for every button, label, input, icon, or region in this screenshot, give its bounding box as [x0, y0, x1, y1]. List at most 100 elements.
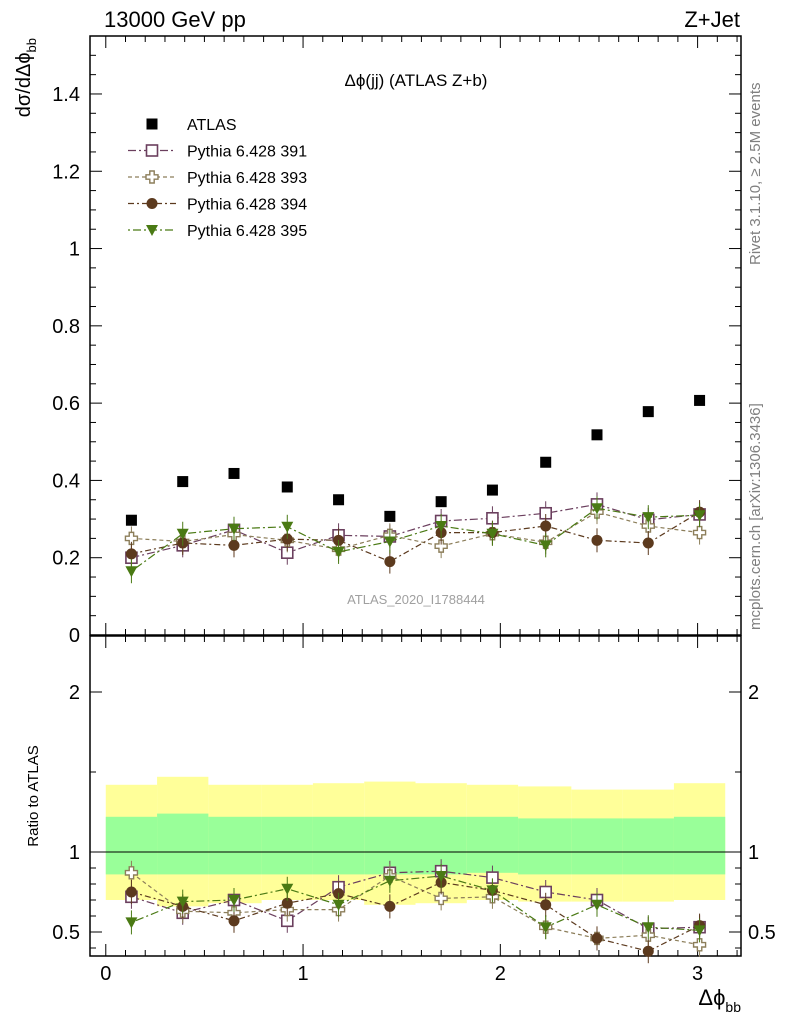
watermark: ATLAS_2020_I1788444: [347, 592, 485, 607]
series-line: [131, 875, 700, 931]
data-point: [384, 556, 396, 568]
data-point: [228, 895, 241, 906]
data-point: [539, 922, 552, 934]
top-ytick-label: 0.4: [52, 470, 80, 492]
band-inner-bin: [622, 818, 674, 875]
data-point: [590, 899, 603, 911]
ratio-ylabel: Ratio to ATLAS: [25, 745, 42, 846]
data-point: [642, 406, 654, 418]
ratio-ytick-label-right: 0.5: [748, 922, 776, 944]
data-point: [435, 871, 448, 882]
ratio-ytick-label-right: 1: [748, 842, 759, 864]
series-line: [131, 511, 700, 550]
data-point: [692, 525, 707, 540]
legend-label: Pythia 6.428 395: [187, 223, 307, 240]
data-point: [435, 496, 447, 508]
data-point: [435, 521, 448, 533]
top-ytick-label: 0.8: [52, 316, 80, 338]
data-point: [124, 531, 139, 546]
legend: ATLAS Pythia 6.428 391 Pythia 6.428 393 Pyt…: [128, 117, 307, 240]
axis-ticks: [90, 36, 741, 956]
xtick-label: 2: [495, 963, 506, 985]
data-point: [642, 945, 654, 957]
band-inner-bin: [571, 818, 623, 875]
data-point: [383, 875, 396, 887]
series-line: [131, 507, 700, 572]
xlabel: Δϕbb: [698, 985, 741, 1015]
top-ytick-label: 1.4: [52, 84, 80, 106]
data-point: [176, 528, 189, 540]
data-point: [539, 540, 552, 552]
series-line: [131, 503, 700, 559]
legend-marker: [146, 225, 158, 236]
data-point: [125, 566, 138, 578]
legend-label: Pythia 6.428 394: [187, 197, 307, 214]
data-point: [383, 536, 396, 548]
data-point: [124, 866, 139, 880]
band-inner-bin: [208, 816, 262, 875]
top-ytick-label: 1: [69, 239, 80, 261]
top-series-atlas: [125, 394, 706, 526]
top-ylabel: dσ/dΔϕbb: [13, 38, 39, 117]
data-point: [590, 503, 603, 515]
xtick-label: 0: [100, 963, 111, 985]
band-inner-bin: [312, 816, 365, 875]
header-right: Z+Jet: [684, 7, 740, 32]
xtick-label: 1: [297, 963, 308, 985]
data-point: [384, 510, 396, 522]
data-point: [486, 484, 498, 496]
band-inner-bin: [518, 818, 572, 875]
header-left: 13000 GeV pp: [104, 7, 246, 32]
ratio-ytick-label: 1: [69, 842, 80, 864]
top-series-pythia-6-428-394: [125, 500, 706, 574]
data-point: [642, 922, 655, 934]
data-point: [692, 938, 707, 952]
ratio-ytick-label: 0.5: [52, 922, 80, 944]
legend-marker: [145, 170, 159, 184]
band-inner-bin: [157, 813, 209, 875]
top-series-pythia-6-428-395: [125, 496, 706, 584]
top-ytick-label: 0.6: [52, 393, 80, 415]
top-series-pythia-6-428-391: [125, 492, 706, 570]
ratio-ytick-label-right: 2: [748, 682, 759, 704]
series-line: [131, 870, 700, 930]
xtick-label: 3: [692, 963, 703, 985]
data-point: [228, 915, 240, 927]
legend-marker: [145, 144, 159, 157]
data-point: [591, 932, 603, 944]
data-point: [228, 523, 241, 535]
band-inner-bin: [673, 816, 726, 875]
data-point: [486, 885, 499, 897]
top-ytick-label: 0: [69, 625, 80, 647]
data-point: [281, 481, 293, 493]
data-point: [693, 925, 706, 937]
data-point: [540, 456, 552, 468]
mcplots-label: mcplots.cern.ch [arXiv:1306.3436]: [747, 403, 764, 630]
data-point: [333, 494, 345, 506]
legend-label: Pythia 6.428 391: [187, 144, 307, 161]
band-inner-bin: [261, 816, 313, 875]
data-point: [642, 512, 655, 524]
top-ytick-label: 1.2: [52, 161, 80, 183]
data-point: [434, 539, 448, 553]
data-point: [540, 899, 552, 911]
data-point: [228, 539, 240, 551]
ratio-panel-frame: [89, 635, 742, 957]
data-point: [281, 521, 294, 533]
data-point: [125, 886, 137, 898]
legend-marker: [146, 198, 158, 209]
series-line: [131, 881, 700, 952]
data-point: [486, 528, 499, 540]
data-point: [434, 891, 448, 906]
legend-marker: [146, 118, 158, 130]
data-point: [694, 394, 706, 406]
series-line: [131, 872, 700, 946]
top-ytick-label: 0.2: [52, 548, 80, 570]
top-panel-frame: [89, 35, 742, 636]
data-point: [281, 533, 293, 545]
data-point: [332, 899, 345, 911]
ratio-ytick-label: 2: [69, 682, 80, 704]
band-inner-bin: [466, 816, 519, 873]
